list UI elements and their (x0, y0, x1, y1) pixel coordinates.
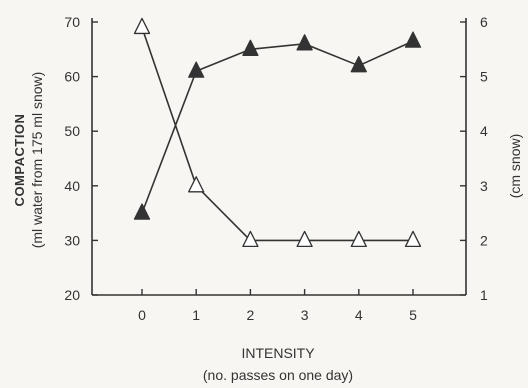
left-tick-label: 50 (64, 123, 80, 139)
x-tick-label: 0 (138, 307, 146, 323)
x-axis-label: INTENSITY (241, 345, 315, 361)
right-tick-label: 1 (480, 287, 488, 303)
x-tick-label: 3 (301, 307, 309, 323)
left-axis-sublabel: (ml water from 175 ml snow) (29, 72, 45, 249)
left-tick-label: 20 (64, 287, 80, 303)
series-2-point (296, 230, 313, 248)
right-tick-label: 3 (480, 178, 488, 194)
axes (91, 18, 467, 296)
x-axis-sublabel: (no. passes on one day) (203, 367, 353, 383)
series-2-point (350, 230, 367, 248)
right-tick-label: 5 (480, 69, 488, 85)
series-2-point (242, 230, 259, 248)
series-markers (133, 17, 422, 248)
series-1-point (404, 31, 422, 48)
series-1-point (242, 39, 259, 56)
series-2-point (188, 176, 205, 193)
x-tick-label: 4 (355, 307, 363, 323)
series-1-point (133, 203, 151, 220)
left-tick-label: 70 (64, 14, 80, 30)
right-tick-label: 2 (480, 232, 488, 248)
left-tick-label: 40 (64, 178, 80, 194)
left-tick-label: 30 (64, 232, 80, 248)
x-tick-label: 2 (247, 307, 255, 323)
x-tick-label: 5 (409, 307, 417, 323)
series-1-point (188, 61, 205, 78)
series-1-point (350, 56, 367, 73)
series-2-point (133, 17, 151, 35)
series-2-point (404, 230, 422, 248)
right-axis-label: (cm snow) (507, 134, 523, 199)
x-tick-label: 1 (192, 307, 200, 323)
left-tick-label: 60 (64, 69, 80, 85)
right-tick-label: 4 (480, 123, 488, 139)
left-axis-label: COMPACTION (12, 114, 27, 207)
series-1-line (141, 40, 414, 214)
series-1-point (296, 34, 313, 51)
series-2-line (141, 27, 413, 242)
series-lines (141, 27, 414, 242)
right-tick-label: 6 (480, 14, 488, 30)
